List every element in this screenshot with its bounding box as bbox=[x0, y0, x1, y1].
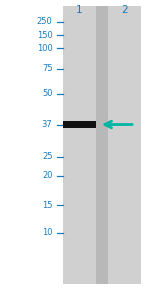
Bar bbox=[108, 6, 141, 284]
Text: 250: 250 bbox=[37, 18, 52, 26]
Text: 37: 37 bbox=[42, 120, 52, 129]
Text: 1: 1 bbox=[76, 5, 83, 15]
Text: 75: 75 bbox=[42, 64, 52, 73]
Text: 15: 15 bbox=[42, 201, 52, 209]
Text: 100: 100 bbox=[37, 44, 52, 53]
Text: 10: 10 bbox=[42, 229, 52, 237]
Bar bbox=[63, 6, 96, 284]
Text: 50: 50 bbox=[42, 89, 52, 98]
Text: 150: 150 bbox=[37, 31, 52, 40]
Bar bbox=[96, 6, 108, 284]
Text: 2: 2 bbox=[121, 5, 128, 15]
Text: 25: 25 bbox=[42, 152, 52, 161]
Bar bbox=[63, 121, 96, 128]
Text: 20: 20 bbox=[42, 171, 52, 180]
